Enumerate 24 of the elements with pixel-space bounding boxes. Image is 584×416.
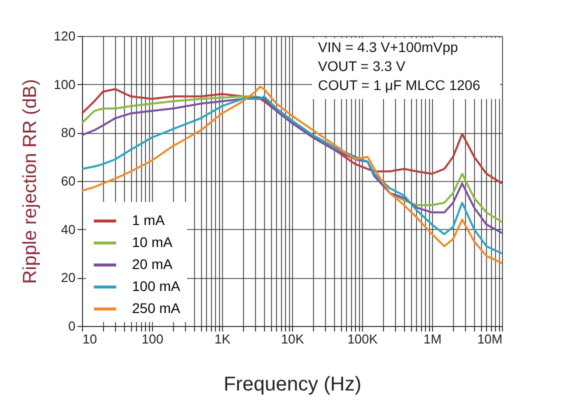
y-tick-label: 80 (61, 125, 76, 140)
x-tick-label: 1K (214, 332, 231, 346)
x-tick-label: 10K (280, 332, 304, 346)
y-tick-label: 120 (54, 28, 76, 44)
y-tick-label: 20 (61, 270, 76, 286)
x-axis-title: Frequency (Hz) (224, 374, 362, 396)
legend-label: 1 mA (132, 212, 166, 228)
y-tick-label: 40 (61, 222, 76, 237)
legend-label: 20 mA (132, 256, 174, 272)
legend-label: 250 mA (132, 300, 181, 316)
y-tick-label: 0 (68, 318, 76, 334)
y-tick-label: 60 (61, 174, 76, 188)
legend-label: 100 mA (132, 278, 181, 294)
annotation: VIN = 4.3 V+100mVpp (318, 39, 458, 55)
annotation: VOUT = 3.3 V (318, 58, 406, 74)
legend-label: 10 mA (132, 234, 174, 250)
x-tick-label: 10M (477, 332, 502, 346)
x-tick-label: 1M (423, 332, 442, 346)
y-axis-title: Ripple rejection RR (dB) (20, 79, 41, 284)
x-tick-label: 100 (142, 332, 164, 346)
y-tick-label: 100 (54, 76, 76, 92)
x-tick-label: 10 (82, 332, 97, 346)
x-tick-label: 100K (347, 332, 378, 346)
annotation: COUT = 1 μF MLCC 1206 (318, 77, 480, 93)
